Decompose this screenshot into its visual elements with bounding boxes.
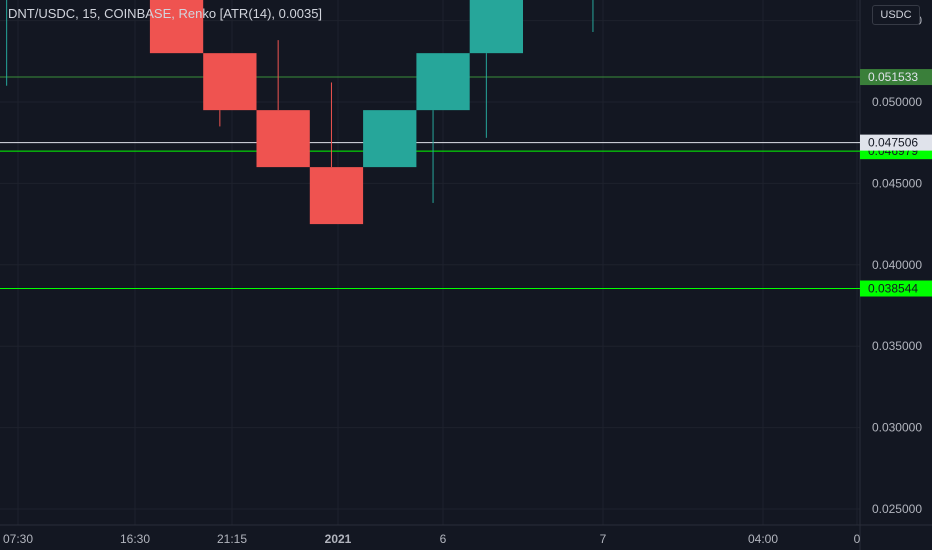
y-tick-label: 0.050000 [872,95,922,109]
price-label: 0.038544 [868,282,918,296]
x-tick-label: 2021 [325,532,352,546]
y-tick-label: 0.030000 [872,421,922,435]
price-label-bg [860,69,932,86]
x-tick-label: 16:30 [120,532,150,546]
x-tick-label: 7 [600,532,607,546]
renko-brick-down [203,53,257,111]
price-label: 0.051533 [868,70,918,84]
price-label: 0.047506 [868,136,918,150]
price-label-bg [860,280,932,297]
x-tick-label: 07:30 [3,532,33,546]
x-tick-label: 0 [854,532,861,546]
currency-button[interactable]: USDC [872,5,920,25]
y-tick-label: 0.035000 [872,339,922,353]
renko-brick-up [416,53,470,111]
y-tick-label: 0.025000 [872,502,922,516]
renko-brick-up [469,0,523,54]
renko-brick-down [309,167,364,225]
chart-title: DNT/USDC, 15, COINBASE, Renko [ATR(14), … [8,6,323,21]
renko-brick-down [149,0,204,54]
x-tick-label: 21:15 [217,532,247,546]
price-label-bg [860,134,932,151]
y-tick-label: 0.045000 [872,176,922,190]
x-tick-label: 04:00 [748,532,778,546]
x-tick-label: 6 [440,532,447,546]
renko-brick-up [363,110,417,168]
y-tick-label: 0.040000 [872,258,922,272]
renko-brick-down [256,110,310,168]
